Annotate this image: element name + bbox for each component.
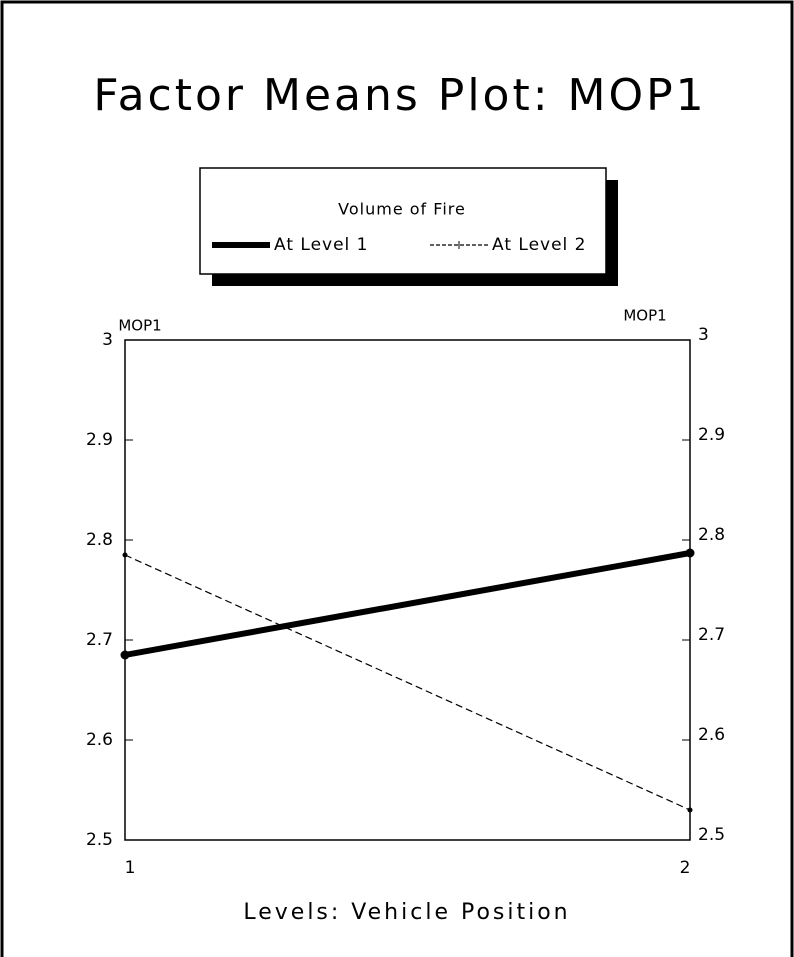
y2-tick-label: 2.8 <box>698 525 725 545</box>
y2-tick-label: 2.6 <box>698 725 725 745</box>
series-point <box>685 548 695 558</box>
y-tick-label: 2.9 <box>86 430 113 450</box>
x-axis-label: Levels: Vehicle Position <box>243 900 570 925</box>
series-line <box>124 550 691 658</box>
chart-title: Factor Means Plot: MOP1 <box>93 70 706 121</box>
y-tick-label: 2.6 <box>86 730 113 750</box>
y2-tick-label: 2.5 <box>698 825 725 845</box>
y-tick-label: 2.8 <box>86 530 113 550</box>
legend-label: At Level 2 <box>492 235 587 255</box>
y-axis-label: MOP1 <box>118 317 161 335</box>
legend-title: Volume of Fire <box>338 200 466 219</box>
y2-tick-label: 3 <box>698 325 709 345</box>
y-tick-label: 2.7 <box>86 630 113 650</box>
x-tick-label: 1 <box>125 858 136 878</box>
series-point <box>120 650 130 660</box>
y2-tick-label: 2.9 <box>698 425 725 445</box>
y-tick-label: 3 <box>102 330 113 350</box>
plot-area <box>124 339 691 841</box>
series-line <box>124 554 691 811</box>
series-point <box>687 807 693 813</box>
y-tick-label: 2.5 <box>86 830 113 850</box>
y2-tick-label: 2.7 <box>698 625 725 645</box>
y2-axis-label: MOP1 <box>623 307 666 325</box>
legend-box <box>199 167 607 275</box>
legend-label: At Level 1 <box>274 235 369 255</box>
series-point <box>122 552 128 558</box>
x-tick-label: 2 <box>680 858 691 878</box>
